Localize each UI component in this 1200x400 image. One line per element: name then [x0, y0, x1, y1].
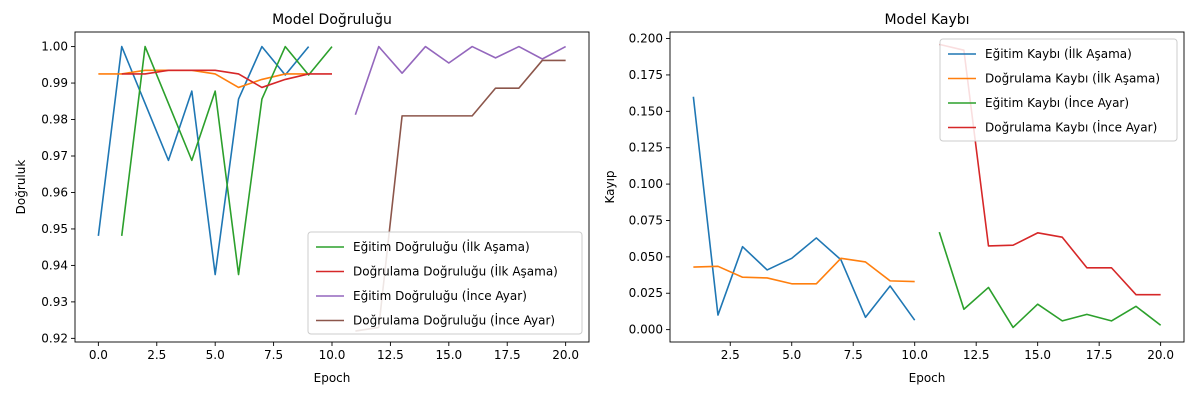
x-tick-label: 15.0 — [435, 348, 462, 362]
y-axis-label: Kayıp — [603, 170, 617, 203]
y-tick-label: 0.150 — [629, 104, 663, 118]
y-tick-label: 0.075 — [629, 213, 663, 227]
y-tick-label: 0.100 — [629, 177, 663, 191]
legend-entry: Doğrulama Kaybı (İlk Aşama) — [985, 71, 1160, 86]
y-tick-label: 0.94 — [41, 258, 68, 272]
x-tick-label: 15.0 — [1024, 348, 1051, 362]
legend-entry: Eğitim Doğruluğu (İlk Aşama) — [353, 239, 530, 254]
series-line-5 — [355, 59, 566, 332]
x-tick-label: 17.5 — [1086, 348, 1113, 362]
series-line-2 — [938, 231, 1162, 329]
series-line-2 — [120, 45, 333, 276]
x-tick-label: 5.0 — [782, 348, 801, 362]
x-tick-label: 2.5 — [147, 348, 166, 362]
axes-frame — [669, 31, 1185, 343]
chart-title: Model Kaybı — [884, 12, 969, 28]
y-tick-label: 0.95 — [41, 222, 68, 236]
y-tick-label: 0.125 — [629, 141, 663, 155]
y-tick-label: 0.92 — [41, 331, 68, 345]
y-tick-label: 0.96 — [41, 185, 68, 199]
legend-frame — [307, 231, 583, 335]
legend-entry: Doğrulama Doğruluğu (İnce Ayar) — [353, 313, 555, 328]
y-tick-label: 0.97 — [41, 149, 68, 163]
series-line-3 — [939, 43, 1161, 296]
y-tick-label: 1.00 — [41, 40, 68, 54]
series-line-0 — [97, 45, 310, 276]
chart-title: Model Doğruluğu — [272, 12, 392, 28]
y-tick-label: 0.93 — [41, 295, 68, 309]
y-tick-label: 0.175 — [629, 68, 663, 82]
x-tick-label: 2.5 — [721, 348, 740, 362]
x-tick-label: 20.0 — [552, 348, 579, 362]
x-tick-label: 20.0 — [1147, 348, 1174, 362]
y-tick-label: 0.200 — [629, 32, 663, 46]
series-line-4 — [354, 45, 567, 116]
loss-chart: Model Kaybı 2.5 5.0 7.5 10.0 12.5 15.0 17.5 20.0… — [603, 12, 1185, 385]
x-tick-label: 0.0 — [89, 348, 108, 362]
legend: Eğitim Doğruluğu (İlk Aşama) Doğrulama Do… — [307, 231, 583, 335]
legend: Eğitim Kaybı (İlk Aşama) Doğrulama Kaybı … — [939, 38, 1178, 142]
x-axis-label: Epoch — [314, 371, 351, 385]
y-axis-label: Doğruluk — [14, 160, 28, 215]
x-tick-label: 10.0 — [319, 348, 346, 362]
x-tick-label: 17.5 — [494, 348, 521, 362]
legend-entry: Doğrulama Kaybı (İnce Ayar) — [985, 120, 1157, 135]
legend-entry: Eğitim Kaybı (İnce Ayar) — [985, 95, 1129, 110]
legend-entry: Eğitim Doğruluğu (İnce Ayar) — [353, 288, 527, 303]
y-tick-label: 0.000 — [629, 323, 663, 337]
x-axis-label: Epoch — [909, 371, 946, 385]
y-tick-label: 0.025 — [629, 286, 663, 300]
x-tick-label: 10.0 — [901, 348, 928, 362]
x-tick-label: 7.5 — [264, 348, 283, 362]
series-line-0 — [692, 96, 916, 321]
y-tick-label: 0.99 — [41, 76, 68, 90]
x-tick-label: 7.5 — [844, 348, 863, 362]
accuracy-chart: Model Doğruluğu 0.0 2.5 5.0 7.5 10.0 12.5 15.0 1… — [14, 12, 590, 385]
series-line-3 — [121, 69, 332, 89]
series-line-1 — [693, 257, 915, 285]
y-tick-label: 0.98 — [41, 113, 68, 127]
x-tick-label: 5.0 — [206, 348, 225, 362]
series-line-1 — [98, 69, 309, 89]
x-tick-label: 12.5 — [963, 348, 990, 362]
y-tick-label: 0.050 — [629, 250, 663, 264]
legend-frame — [939, 38, 1178, 142]
legend-entry: Doğrulama Doğruluğu (İlk Aşama) — [353, 264, 558, 279]
legend-entry: Eğitim Kaybı (İlk Aşama) — [985, 46, 1132, 61]
x-tick-label: 12.5 — [377, 348, 404, 362]
